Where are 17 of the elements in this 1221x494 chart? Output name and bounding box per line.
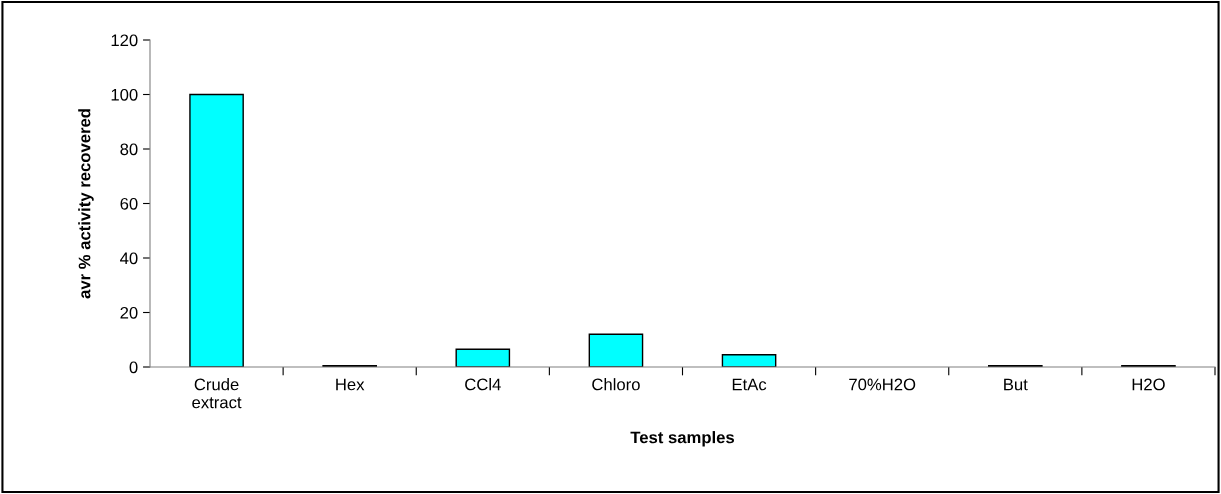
x-axis-title: Test samples (630, 431, 735, 447)
y-tick-label: 20 (120, 306, 138, 319)
y-tick-label: 120 (111, 34, 138, 47)
x-tick-label: 70%H2O (849, 378, 916, 391)
x-tick-label: EtAc (732, 378, 767, 391)
y-tick-label: 40 (120, 252, 138, 265)
x-tick-label: But (1004, 378, 1028, 391)
y-tick-label: 60 (120, 197, 138, 210)
y-tick-label: 80 (120, 143, 138, 156)
x-tick-label: Chloro (592, 378, 640, 391)
x-tick-label: CCl4 (465, 378, 501, 391)
y-tick-label: 100 (111, 88, 138, 101)
y-axis-title: avr % activity recovered (78, 109, 94, 299)
x-tick-label: H2O (1132, 378, 1165, 391)
x-tick-label: Hex (336, 378, 365, 391)
y-tick-label: 0 (129, 361, 138, 374)
x-tick-label: Crude extract (192, 378, 242, 409)
